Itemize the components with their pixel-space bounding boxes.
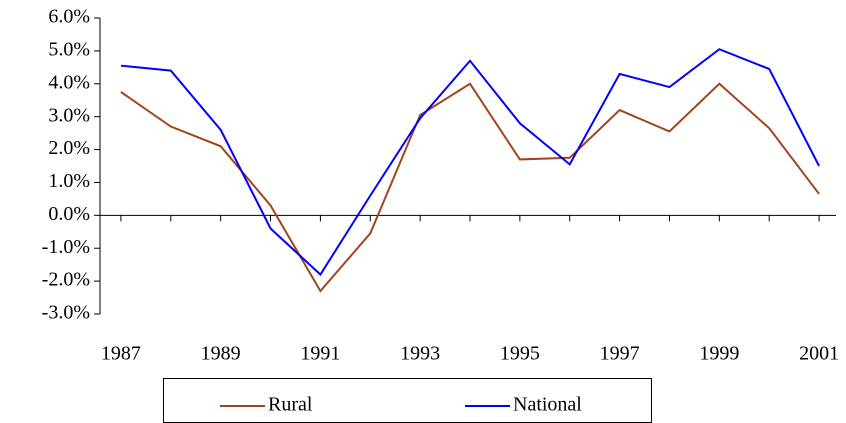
y-tick-label: -2.0% [42,269,90,291]
legend-label: Rural [268,394,313,416]
x-tick-label: 1997 [600,343,640,365]
y-tick-label: 2.0% [48,137,90,159]
series-line [120,48,820,277]
series-line [120,82,820,293]
x-tick-label: 1999 [699,343,739,365]
y-tick-label: 3.0% [48,104,90,126]
y-tick-label: -3.0% [42,302,90,324]
y-tick-label: -1.0% [42,236,90,258]
x-tick-label: 1987 [101,343,141,365]
x-tick-label: 2001 [799,343,839,365]
y-tick-label: 4.0% [48,71,90,93]
y-tick-label: 5.0% [48,38,90,60]
x-tick-label: 1991 [300,343,340,365]
x-tick-label: 1989 [201,343,241,365]
y-tick-label: 1.0% [48,170,90,192]
y-tick-label: 0.0% [48,203,90,225]
x-tick-label: 1993 [400,343,440,365]
legend-label: National [513,394,582,416]
x-tick-label: 1995 [500,343,540,365]
y-tick-label: 6.0% [48,6,90,28]
